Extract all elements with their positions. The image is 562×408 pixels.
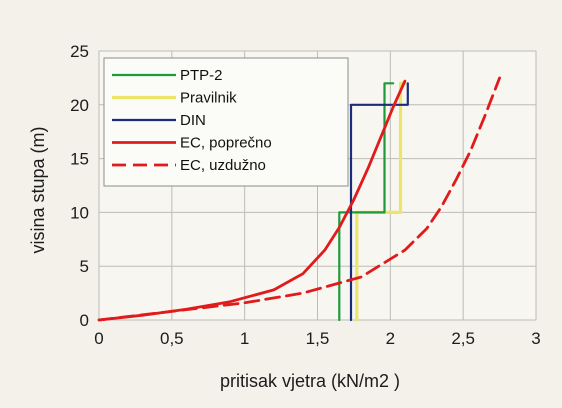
x-tick-label: 1 (240, 329, 249, 348)
legend-label: PTP-2 (180, 67, 223, 84)
x-tick-label: 0,5 (160, 329, 184, 348)
legend-label: DIN (180, 112, 206, 129)
x-axis-title: pritisak vjetra (kN/m2 ) (220, 371, 400, 391)
y-tick-label: 10 (70, 203, 89, 222)
y-tick-label: 25 (70, 42, 89, 61)
x-tick-label: 3 (531, 329, 540, 348)
legend-label: EC, uzdužno (180, 157, 266, 174)
x-tick-label: 1,5 (306, 329, 330, 348)
series-line-ptp-2 (338, 82, 395, 322)
tick-labels: 0 0,5 1 1,5 2 2,5 3 0 5 10 15 20 25 (70, 42, 541, 348)
series-line-ec-uzdu-no (97, 76, 501, 322)
y-tick-label: 20 (70, 96, 89, 115)
legend: PTP-2 Pravilnik DIN EC, poprečno EC, uzdužno (103, 57, 349, 187)
y-tick-label: 0 (80, 311, 89, 330)
y-axis-title: visina stupa (m) (28, 126, 48, 253)
y-tick-label: 15 (70, 150, 89, 169)
legend-label: EC, poprečno (180, 135, 272, 152)
legend-label: Pravilnik (180, 90, 237, 107)
y-tick-label: 5 (80, 257, 89, 276)
series-layer (97, 76, 501, 322)
x-tick-label: 2 (386, 329, 395, 348)
series-line-pravilnik (355, 81, 407, 322)
x-tick-label: 0 (94, 329, 103, 348)
series-line-din (349, 82, 409, 322)
x-tick-label: 2,5 (451, 329, 475, 348)
